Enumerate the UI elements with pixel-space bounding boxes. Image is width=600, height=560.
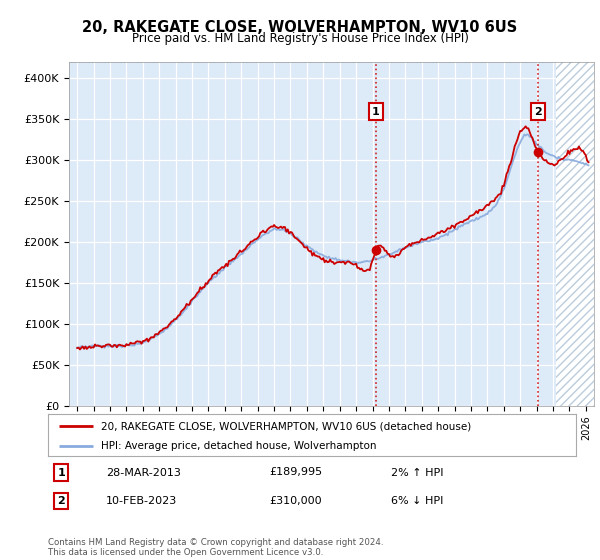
Text: £310,000: £310,000: [270, 496, 322, 506]
Text: Price paid vs. HM Land Registry's House Price Index (HPI): Price paid vs. HM Land Registry's House …: [131, 32, 469, 45]
Text: Contains HM Land Registry data © Crown copyright and database right 2024.
This d: Contains HM Land Registry data © Crown c…: [48, 538, 383, 557]
Text: 2: 2: [535, 106, 542, 116]
Text: HPI: Average price, detached house, Wolverhampton: HPI: Average price, detached house, Wolv…: [101, 441, 376, 451]
Text: 2% ↑ HPI: 2% ↑ HPI: [391, 468, 444, 478]
Text: 20, RAKEGATE CLOSE, WOLVERHAMPTON, WV10 6US (detached house): 20, RAKEGATE CLOSE, WOLVERHAMPTON, WV10 …: [101, 421, 471, 431]
Bar: [556, 62, 594, 406]
Text: 2: 2: [58, 496, 65, 506]
Text: £189,995: £189,995: [270, 468, 323, 478]
Text: 1: 1: [58, 468, 65, 478]
Text: 6% ↓ HPI: 6% ↓ HPI: [391, 496, 443, 506]
Text: 1: 1: [372, 106, 380, 116]
Text: 10-FEB-2023: 10-FEB-2023: [106, 496, 178, 506]
Text: 28-MAR-2013: 28-MAR-2013: [106, 468, 181, 478]
Text: 20, RAKEGATE CLOSE, WOLVERHAMPTON, WV10 6US: 20, RAKEGATE CLOSE, WOLVERHAMPTON, WV10 …: [82, 20, 518, 35]
Bar: [556, 62, 594, 406]
